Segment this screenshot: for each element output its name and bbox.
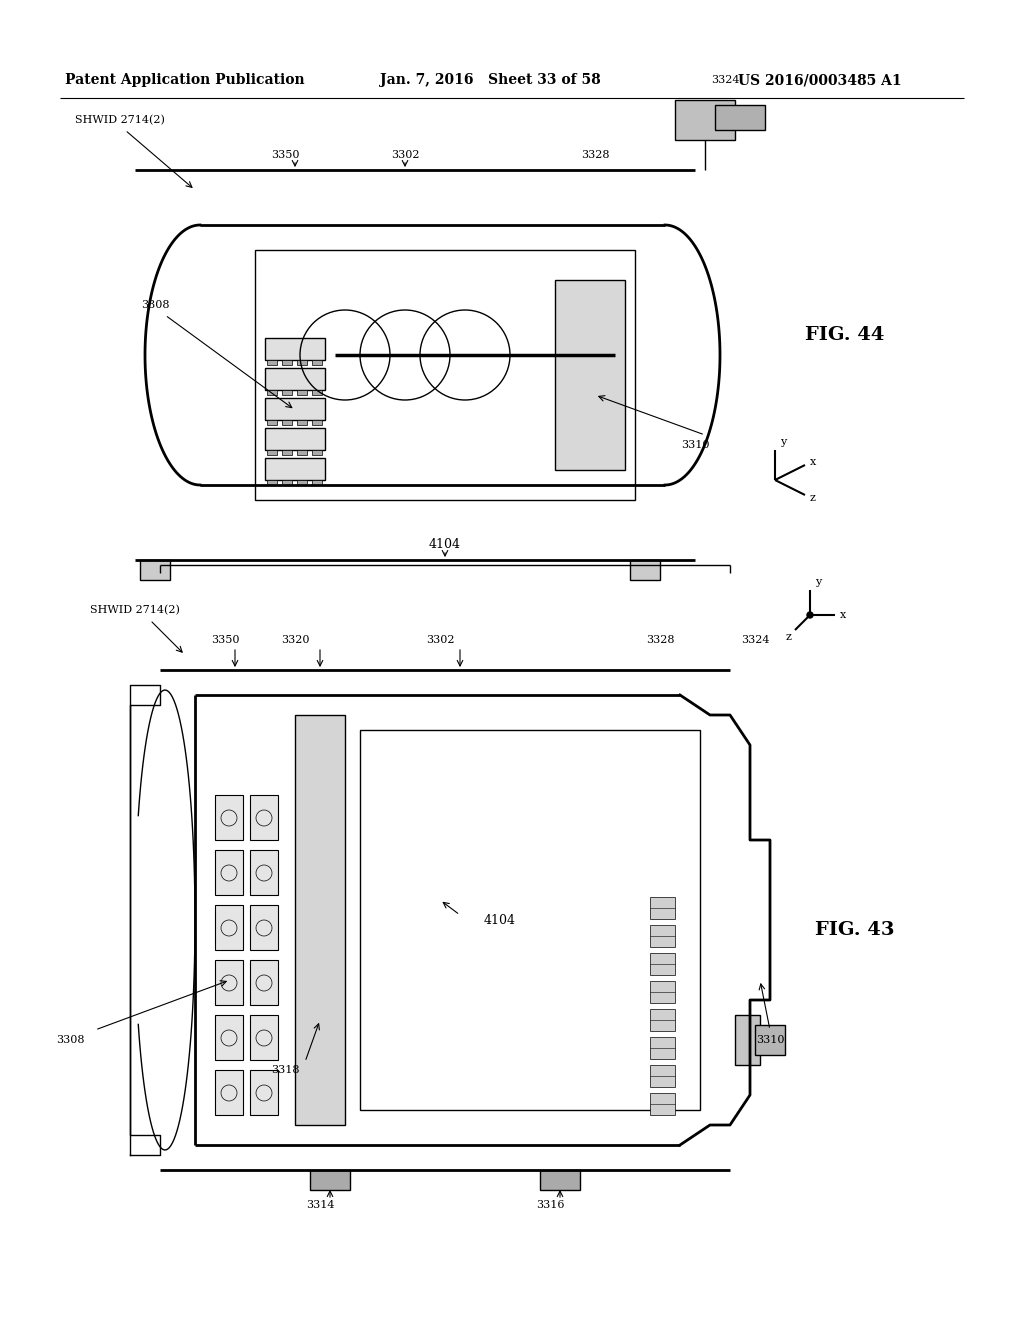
Bar xyxy=(650,1038,675,1059)
Bar xyxy=(630,560,660,579)
Bar xyxy=(650,981,675,1003)
Text: FIG. 44: FIG. 44 xyxy=(805,326,885,345)
Bar xyxy=(297,450,307,455)
Bar xyxy=(295,715,345,1125)
Text: 3302: 3302 xyxy=(391,150,419,160)
Bar xyxy=(297,389,307,395)
Text: y: y xyxy=(780,437,786,447)
Text: 3314: 3314 xyxy=(306,1200,334,1210)
Bar xyxy=(555,280,625,470)
Text: 3328: 3328 xyxy=(581,150,609,160)
Bar xyxy=(755,1026,785,1055)
Bar xyxy=(215,1071,243,1115)
Bar xyxy=(215,795,243,840)
Text: 3310: 3310 xyxy=(756,1035,784,1045)
Text: y: y xyxy=(815,577,821,587)
Text: 3324: 3324 xyxy=(711,75,739,84)
Text: 3310: 3310 xyxy=(681,440,710,450)
Text: 3302: 3302 xyxy=(426,635,455,645)
Text: 3308: 3308 xyxy=(56,1035,85,1045)
Bar xyxy=(675,100,735,140)
Bar xyxy=(265,368,325,389)
Bar xyxy=(265,458,325,480)
Bar xyxy=(310,1170,350,1191)
Bar xyxy=(282,450,292,455)
Text: 3324: 3324 xyxy=(740,635,769,645)
Circle shape xyxy=(807,612,813,618)
Bar xyxy=(215,850,243,895)
Bar xyxy=(140,560,170,579)
Text: FIG. 43: FIG. 43 xyxy=(815,921,895,939)
Bar xyxy=(255,249,635,500)
Bar xyxy=(267,360,278,366)
Bar xyxy=(267,480,278,484)
Bar xyxy=(650,925,675,946)
Bar xyxy=(250,1071,278,1115)
Text: 4104: 4104 xyxy=(429,539,461,552)
Text: z: z xyxy=(810,492,816,503)
Text: x: x xyxy=(840,610,846,620)
Text: z: z xyxy=(785,632,791,642)
Text: 3308: 3308 xyxy=(140,300,169,310)
Bar xyxy=(250,795,278,840)
Text: US 2016/0003485 A1: US 2016/0003485 A1 xyxy=(738,73,902,87)
Bar xyxy=(250,960,278,1005)
Bar xyxy=(735,1015,760,1065)
Bar xyxy=(250,906,278,950)
Bar xyxy=(312,450,322,455)
Bar xyxy=(297,420,307,425)
Text: 3350: 3350 xyxy=(270,150,299,160)
Bar xyxy=(297,480,307,484)
Bar xyxy=(250,1015,278,1060)
Bar xyxy=(297,360,307,366)
Bar xyxy=(215,1015,243,1060)
Text: 3316: 3316 xyxy=(536,1200,564,1210)
Bar xyxy=(650,1008,675,1031)
Bar xyxy=(650,953,675,975)
Bar xyxy=(265,399,325,420)
Text: 3320: 3320 xyxy=(281,635,309,645)
Text: Patent Application Publication: Patent Application Publication xyxy=(66,73,305,87)
Bar xyxy=(267,389,278,395)
Text: x: x xyxy=(810,457,816,467)
Bar xyxy=(312,480,322,484)
Text: 4104: 4104 xyxy=(484,913,516,927)
Bar xyxy=(282,360,292,366)
Bar xyxy=(312,389,322,395)
Bar xyxy=(215,960,243,1005)
Bar xyxy=(265,338,325,360)
Text: 3318: 3318 xyxy=(270,1065,299,1074)
Text: SHWID 2714(2): SHWID 2714(2) xyxy=(75,115,165,125)
Bar xyxy=(282,480,292,484)
Bar xyxy=(282,420,292,425)
Bar xyxy=(650,1093,675,1115)
Text: SHWID 2714(2): SHWID 2714(2) xyxy=(90,605,180,615)
Bar xyxy=(312,360,322,366)
Bar xyxy=(540,1170,580,1191)
Bar xyxy=(360,730,700,1110)
Bar xyxy=(267,450,278,455)
Bar xyxy=(265,428,325,450)
Bar xyxy=(282,389,292,395)
Text: 3328: 3328 xyxy=(646,635,674,645)
Text: 3350: 3350 xyxy=(211,635,240,645)
Bar xyxy=(267,420,278,425)
Bar xyxy=(650,1065,675,1086)
Bar xyxy=(250,850,278,895)
Bar xyxy=(215,906,243,950)
Bar xyxy=(650,898,675,919)
Bar xyxy=(715,106,765,129)
Bar xyxy=(312,420,322,425)
Text: Jan. 7, 2016   Sheet 33 of 58: Jan. 7, 2016 Sheet 33 of 58 xyxy=(380,73,600,87)
